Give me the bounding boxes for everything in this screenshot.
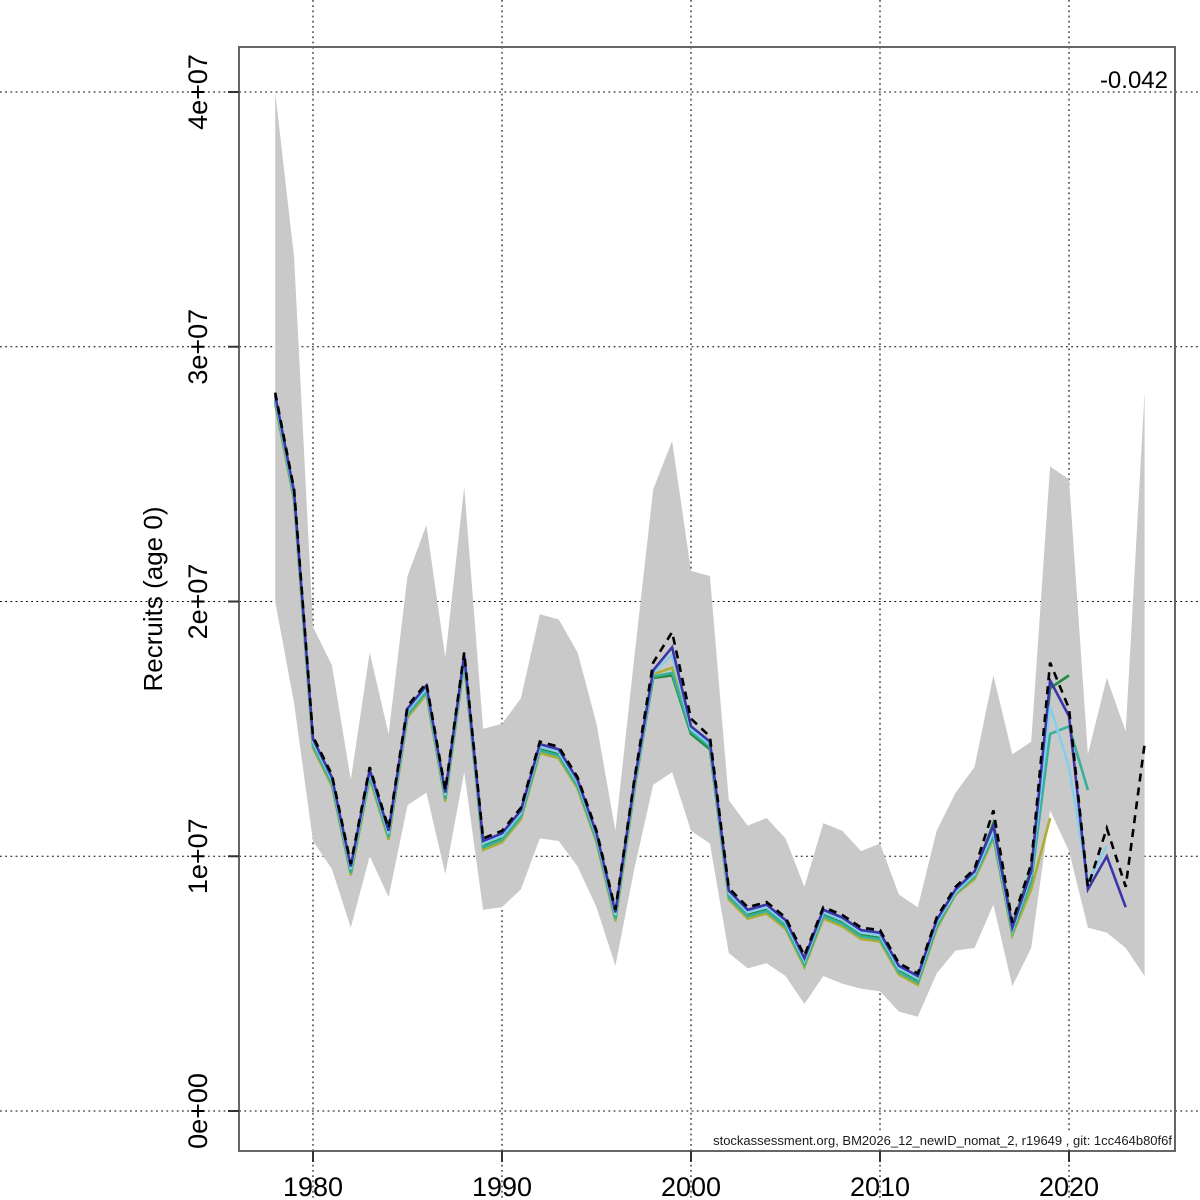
confidence-band — [275, 92, 1145, 1017]
x-tick-label: 2010 — [850, 1172, 910, 1200]
x-tick-label: 1990 — [472, 1172, 532, 1200]
base-run-line — [273, 392, 1146, 976]
y-tick-label: 3e+07 — [183, 309, 213, 385]
plot-border — [238, 46, 1176, 1152]
labels-layer: -0.042 Recruits (age 0) stockassessment.… — [138, 67, 1172, 1149]
y-tick-label: 4e+07 — [183, 54, 213, 130]
retro-peel-2-line — [273, 397, 1108, 981]
x-tick-label: 2000 — [661, 1172, 721, 1200]
footer-background — [800, 1131, 1172, 1149]
mohns-rho-value: -0.042 — [1100, 67, 1168, 94]
retro-peel-1-line — [273, 394, 1127, 978]
y-axis-title: Recruits (age 0) — [138, 507, 168, 692]
x-tick-label: 2020 — [1039, 1172, 1099, 1200]
footer-watermark: stockassessment.org, BM2026_12_newID_nom… — [713, 1133, 1172, 1148]
y-tick-label: 1e+07 — [183, 818, 213, 894]
x-tick-label: 1980 — [283, 1172, 343, 1200]
y-tick-label: 2e+07 — [183, 564, 213, 640]
y-tick-label: 0e+00 — [183, 1073, 213, 1149]
